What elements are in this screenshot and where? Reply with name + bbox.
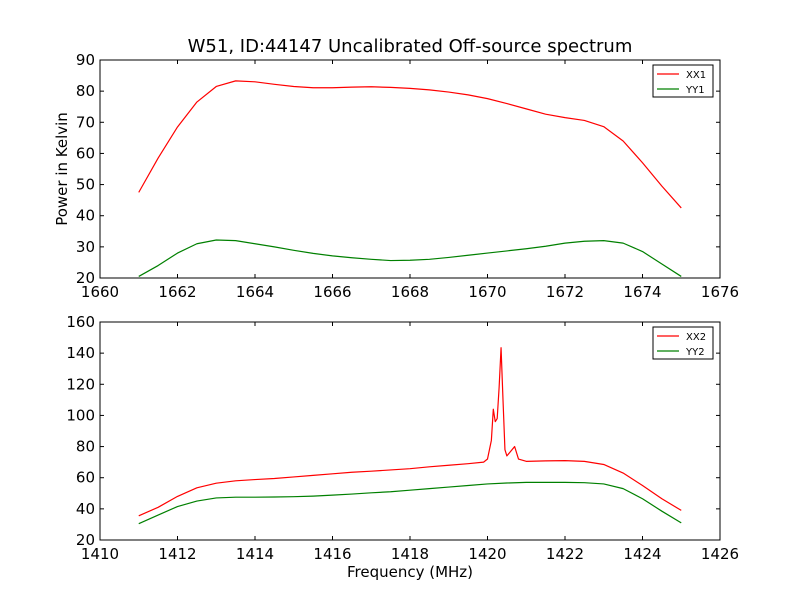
x-tick-label: 1664: [236, 283, 274, 301]
subplot-2: 1410 1412 1414 1416 1418 1420 1422 1424 1426 20 40…: [66, 313, 739, 581]
x-tick-label: 1674: [623, 283, 661, 301]
x-tick-label: 1412: [158, 545, 196, 563]
y-tick-label: 80: [76, 82, 95, 100]
y-tick-label: 20: [76, 531, 95, 549]
y-tick-label: 50: [76, 176, 95, 194]
y-axis-label: Power in Kelvin: [53, 112, 71, 226]
x-tick-label: 1424: [623, 545, 661, 563]
y-tick-label: 70: [76, 113, 95, 131]
series-line-xx1: [138, 80, 682, 209]
y-tick-label: 40: [76, 207, 95, 225]
y-tick-label: 60: [76, 469, 95, 487]
series-line-yy1: [138, 239, 682, 277]
subplot-1: 1660 1662 1664 1666 1668 1670 1672 1674 1676 20 30…: [53, 51, 739, 301]
y-tick-label: 80: [76, 438, 95, 456]
x-tick-label: 1676: [701, 283, 739, 301]
legend-box: [652, 326, 714, 360]
legend-box: [652, 64, 714, 98]
legend-label-xx2: XX2: [686, 332, 706, 343]
chart-title: W51, ID:44147 Uncalibrated Off-source sp…: [188, 36, 633, 57]
y-tick-label: 60: [76, 144, 95, 162]
x-tick-label: 1668: [391, 283, 429, 301]
x-tick-label: 1662: [158, 283, 196, 301]
y-tick-label: 20: [76, 269, 95, 287]
x-tick-label: 1660: [81, 283, 119, 301]
y-tick-label: 90: [76, 51, 95, 69]
y-tick-label: 30: [76, 238, 95, 256]
x-tick-label: 1416: [313, 545, 351, 563]
y-tick-label: 160: [66, 313, 95, 331]
x-tick-label: 1414: [236, 545, 274, 563]
series-line-yy2: [138, 481, 682, 525]
x-tick-label: 1418: [391, 545, 429, 563]
x-tick-label: 1422: [546, 545, 584, 563]
x-tick-label: 1670: [468, 283, 506, 301]
x-tick-label: 1672: [546, 283, 584, 301]
y-tick-label: 100: [66, 406, 95, 424]
x-tick-label: 1426: [701, 545, 739, 563]
x-tick-label: 1666: [313, 283, 351, 301]
x-tick-label: 1410: [81, 545, 119, 563]
y-tick-label: 140: [66, 344, 95, 362]
series-line-xx2: [138, 347, 682, 517]
y-tick-label: 40: [76, 500, 95, 518]
y-tick-label: 120: [66, 375, 95, 393]
legend-label-xx1: XX1: [686, 70, 706, 81]
x-tick-label: 1420: [468, 545, 506, 563]
axes-frame: [99, 321, 721, 541]
legend-label-yy2: YY2: [685, 347, 705, 358]
legend-label-yy1: YY1: [685, 85, 705, 96]
x-axis-label: Frequency (MHz): [347, 563, 473, 581]
